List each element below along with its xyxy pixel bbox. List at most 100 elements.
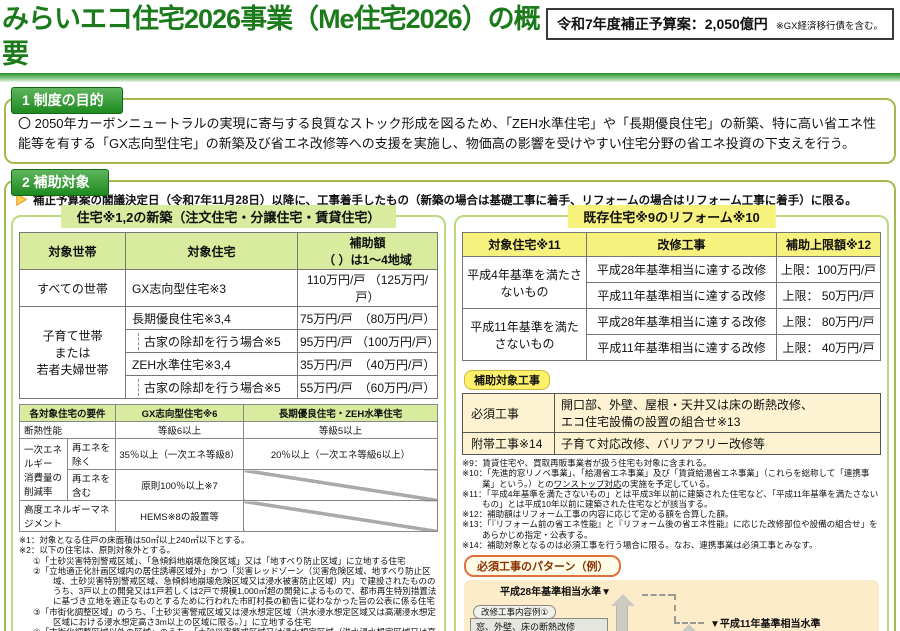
start-condition-text: 補正予算案の閣議決定日（令和7年11月28日）以降に、工事着手したもの（新築の場… [33, 195, 857, 208]
note-line: ※12：補助額はリフォーム工事の内容に応じて定める額を合算した額。 [462, 509, 734, 520]
note-line: ※14：補助対象となるのは必須工事を行う場合に限る。なお、連携事業は必須工事とみ… [462, 539, 818, 550]
table-row: 子育て世帯 または 若者夫婦世帯 長期優良住宅※3,4 75万円/戸 （80万円… [19, 306, 438, 400]
value-cell: 35％以上（一次エネ等級8） [115, 438, 244, 471]
amount-cell: 55万円/戸 （60万円/戸） [297, 375, 438, 400]
col-header: 対象世帯 [19, 232, 126, 271]
table-row: すべての世帯 GX志向型住宅※3 110万円/戸 （125万円/戸） [19, 269, 438, 308]
note-line: ※1：対象となる住戸の床面積は50㎡以上240㎡以下とする。 [19, 535, 250, 546]
budget-amount: 令和7年度補正予算案：2,050億円 [556, 16, 768, 32]
callout-title: 改修工事内容例① [473, 604, 557, 619]
work-category-cell: 附帯工事※14 [462, 432, 555, 456]
table-header-row: 対象住宅※11 改修工事 補助上限額※12 [462, 232, 881, 258]
requirement-cell: 断熱性能 [19, 421, 116, 440]
house-type-cell: ZEH水準住宅※3,4 [125, 352, 298, 377]
table-row: 一次エネルギー 消費量の削減率 再エネを除く 35％以上（一次エネ等級8） 20… [19, 438, 438, 502]
note-line: ※11：「平成4年基準を満たさないもの」とは平成3年以前に建築された住宅など、「… [462, 488, 879, 509]
house-type-cell: 古家の除却を行う場合※5 [125, 329, 298, 354]
requirement-sub-cell: 再エネを含む [67, 469, 116, 502]
amount-cell: 35万円/戸 （40万円/戸） [297, 352, 438, 377]
callout-body: 窓、外壁、床の断熱改修 高効率エアコン、高効率給 湯器の設置 等 [470, 617, 608, 631]
section-purpose: 1 制度の目的 〇 2050年カーボンニュートラルの実現に寄与する良質なストック… [4, 87, 896, 165]
new-build-table: 対象世帯 対象住宅 補助額 （ ）は1～4地域 すべての世帯 GX志向型住宅※3… [19, 232, 439, 400]
note-line: ③「市街化調整区域」のうち、「土砂災害警戒区域又は浸水想定区域（洪水浸水想定区域… [33, 606, 436, 627]
required-works-pattern-badge: 必須工事のパターン（例） [464, 554, 622, 577]
title-divider-bar [0, 73, 900, 83]
col-header: 各対象住宅の要件 [19, 404, 116, 423]
not-applicable-cell [243, 500, 438, 533]
note-line: ②「立地適正化計画区域内の居住誘導区域外」かつ「災害レッドゾーン（災害危険区域、… [33, 565, 437, 607]
subsidized-works-table: 必須工事 開口部、外壁、屋根・天井又は床の断熱改修、 エコ住宅設備の設置の組合せ… [462, 393, 881, 456]
new-build-notes: ※1：対象となる住戸の床面積は50㎡以上240㎡以下とする。 ※2：以下の住宅は… [19, 535, 438, 631]
col-header: 長期優良住宅・ZEH水準住宅 [243, 404, 438, 423]
target-house-cell: 平成11年基準を満たさないもの [462, 308, 587, 362]
amount-cell: 110万円/戸 （125万円/戸） [297, 269, 438, 308]
note-line: ④「市街化調整区域以外の区域」のうち、「土砂災害警戒区域又は浸水想定区域（洪水浸… [33, 627, 438, 631]
note-line: ①「土砂災害特別警戒区域」、「急傾斜地崩壊危険区域」又は「地すべり防止区域」に立… [33, 555, 406, 566]
table-row: 平成11年基準相当に達する改修 上限： 40万円/戸 [463, 334, 881, 362]
new-build-panel: 住宅※1,2の新築（注文住宅・分譲住宅・賃貸住宅） 対象世帯 対象住宅 補助額 … [11, 205, 446, 631]
level-h28-label: 平成28年基準相当水準▼ [500, 586, 612, 598]
note-line: ※9：賃貸住宅や、買取再販事業者が扱う住宅も対象に含まれる。 [462, 458, 712, 469]
col-header: 対象住宅 [125, 232, 298, 271]
note-text-underlined: ワンストップ対応 [553, 478, 622, 489]
not-applicable-cell [243, 469, 438, 502]
arrow-bullet-icon [16, 193, 28, 207]
reform-notes: ※9：賃貸住宅や、買取再販事業者が扱う住宅も対象に含まれる。 ※10：「先進的窓… [462, 458, 881, 550]
table-row: 附帯工事※14 子育て対応改修、バリアフリー改修等 [462, 432, 881, 456]
note-line: ※2：以下の住宅は、原則対象外とする。 [19, 545, 176, 556]
upgrade-arrow-icon [611, 593, 635, 631]
demolition-option: 古家の除却を行う場合※5 [138, 378, 281, 396]
note-text: の実施を予定している。 [621, 478, 715, 489]
table-row: 古家の除却を行う場合※5 95万円/戸 （100万円/戸） [20, 329, 439, 354]
work-cell: 平成28年基準相当に達する改修 [586, 256, 777, 284]
purpose-text: 〇 2050年カーボンニュートラルの実現に寄与する良質なストック形成を図るため、… [18, 116, 877, 151]
work-cell: 平成28年基準相当に達する改修 [586, 308, 777, 336]
start-condition-note: 補正予算案の閣議決定日（令和7年11月28日）以降に、工事着手したもの（新築の場… [15, 192, 887, 208]
reform-panel: 既存住宅※9のリフォーム※10 対象住宅※11 改修工事 補助上限額※12 平成… [454, 205, 889, 631]
col-header: 補助上限額※12 [776, 232, 881, 258]
work-detail-cell: 子育て対応改修、バリアフリー改修等 [554, 432, 881, 456]
value-cell: 20％以上（一次エネ等級6以上） [243, 438, 438, 471]
value-cell: 原則100％以上※7 [115, 469, 244, 502]
value-cell: 等級5以上 [243, 421, 438, 440]
house-type-cell: 長期優良住宅※3,4 [125, 306, 298, 331]
house-type-cell: GX志向型住宅※3 [125, 269, 298, 308]
value-cell: 等級6以上 [115, 421, 244, 440]
table-row: 高度エネルギーマネジメント HEMS※8の設置等 [19, 500, 438, 533]
limit-cell: 上限： 50万円/戸 [776, 282, 881, 310]
dashed-line [674, 621, 704, 624]
value-cell: HEMS※8の設置等 [115, 500, 244, 533]
work-detail-cell: 開口部、外壁、屋根・天井又は床の断熱改修、 エコ住宅設備の設置の組合せ※13 [554, 393, 881, 434]
section2-badge: 2 補助対象 [11, 169, 109, 197]
amount-cell: 95万円/戸 （100万円/戸） [297, 329, 439, 354]
dashed-line [674, 593, 676, 622]
household-cell: すべての世帯 [19, 269, 126, 308]
table-row: 断熱性能 等級6以上 等級5以上 [19, 421, 438, 440]
dashed-line [642, 593, 674, 596]
table-row: 必須工事 開口部、外壁、屋根・天井又は床の断熱改修、 エコ住宅設備の設置の組合せ… [462, 393, 881, 434]
reform-table: 対象住宅※11 改修工事 補助上限額※12 平成4年基準を満たさないもの 平成2… [462, 232, 881, 362]
budget-note: ※GX経済移行債を含む。 [775, 21, 883, 32]
section1-badge: 1 制度の目的 [11, 87, 123, 115]
work-cell: 平成11年基準相当に達する改修 [586, 282, 777, 310]
requirement-sub-cell: 再エネを除く [67, 438, 116, 471]
section-subsidy-target: 2 補助対象 補正予算案の閣議決定日（令和7年11月28日）以降に、工事着手した… [4, 169, 896, 631]
table-header-row: 各対象住宅の要件 GX志向型住宅※6 長期優良住宅・ZEH水準住宅 [19, 404, 438, 423]
work-category-cell: 必須工事 [462, 393, 555, 434]
household-group-cell: 子育て世帯 または 若者夫婦世帯 [19, 306, 126, 400]
requirement-cell: 高度エネルギーマネジメント [19, 500, 116, 533]
demolition-option: 古家の除却を行う場合※5 [138, 332, 281, 350]
header: みらいエコ住宅2026事業（Me住宅2026）の概要 令和7年度補正予算案：2,… [0, 0, 900, 72]
work-example-1-callout: 改修工事内容例① 窓、外壁、床の断熱改修 高効率エアコン、高効率給 湯器の設置 … [470, 602, 608, 631]
required-works-pattern-diagram: 平成28年基準相当水準▼ ▼平成11年基準相当水準 ▼平成4年基準を満たさない住… [464, 579, 879, 631]
limit-cell: 上限：100万円/戸 [776, 256, 881, 284]
target-house-cell: 平成4年基準を満たさないもの [462, 256, 587, 310]
table-row: 平成11年基準を満たさないもの 平成28年基準相当に達する改修 上限： 80万円… [462, 308, 881, 362]
note-line: ※10：「先進的窓リノベ事業」、「給湯省エネ事業」及び「賃貸給湯省エネ事業」（こ… [462, 468, 881, 488]
note-line: ※13：「『リフォーム前の省エネ性能』と『リフォーム後の省エネ性能』に応じた改修… [462, 519, 878, 540]
page-title: みらいエコ住宅2026事業（Me住宅2026）の概要 [2, 4, 541, 70]
requirement-cell: 一次エネルギー 消費量の削減率 [19, 438, 68, 502]
col-header: 改修工事 [586, 232, 777, 258]
table-row: 再エネを含む 原則100％以上※7 [20, 469, 438, 502]
